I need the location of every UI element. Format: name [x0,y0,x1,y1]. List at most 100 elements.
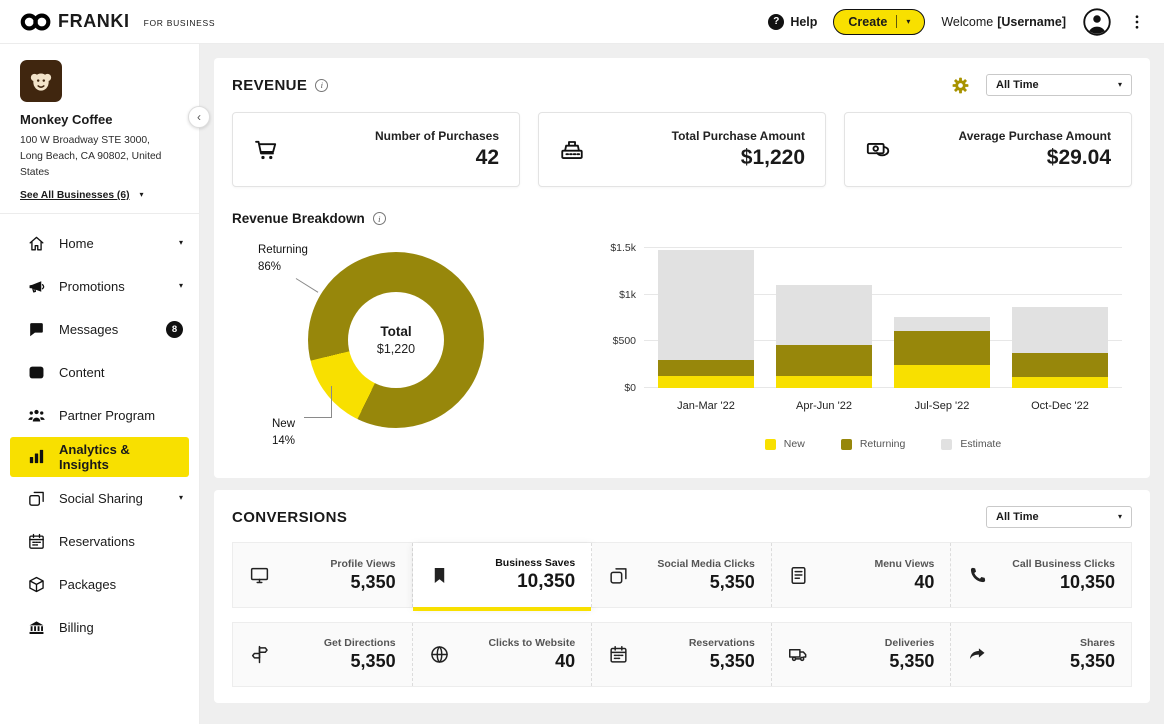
conversion-tiles-row-2: Get Directions 5,350 Clicks to Website 40 Re… [232,622,1132,687]
chart-icon [26,447,46,467]
business-card: Monkey Coffee 100 W Broadway STE 3000, L… [0,44,199,214]
truck-icon [788,644,809,665]
franki-logo[interactable]: FRANKI FOR BUSINESS [18,11,215,33]
y-axis-tick: $1k [619,288,636,301]
bar-apr-jun-22[interactable] [776,285,872,388]
sidebar: ‹ Monkey Coffee 100 W Broadway STE 3000,… [0,44,210,724]
billing-icon [26,617,46,637]
conversion-tile-profile-views[interactable]: Profile Views 5,350 [233,543,413,607]
conversion-tile-call-business-clicks[interactable]: Call Business Clicks 10,350 [951,543,1131,607]
stat-label: Total Purchase Amount [671,129,805,143]
sidebar-nav: Home ▾ Promotions ▾ Messages 8 Content Partner … [0,214,199,657]
bar-jan-mar-22[interactable] [658,249,754,388]
tile-label: Clicks to Website [488,637,576,649]
sidebar-item-packages[interactable]: Packages [0,563,199,606]
settings-gear-icon[interactable] [951,76,970,95]
bar-segment-returning [658,360,754,376]
revenue-bar-chart: $0 $500 $1k $1.5k Jan-Mar '22 Apr-Jun '22 Jul… [592,234,1132,462]
legend-swatch [941,438,953,450]
bar-oct-dec-22[interactable] [1012,306,1108,388]
sidebar-collapse-button[interactable]: ‹ [188,106,210,128]
sidebar-item-reservations[interactable]: Reservations [0,520,199,563]
stat-card-average-purchase-amount: Average Purchase Amount $29.04 [844,112,1132,187]
cart-icon [253,137,279,163]
conversion-tile-menu-views[interactable]: Menu Views 40 [771,543,952,607]
bar-segment-estimate [776,285,872,346]
sidebar-item-content[interactable]: Content [0,351,199,394]
x-axis-label: Apr-Jun '22 [796,400,852,412]
menu-icon [788,565,809,586]
tile-value: 5,350 [889,651,935,671]
tile-label: Deliveries [884,637,935,649]
unread-count-badge: 8 [166,320,183,338]
franki-logo-icon [18,11,54,33]
conversion-tile-shares[interactable]: Shares 5,350 [951,623,1131,686]
sidebar-item-label: Home [59,235,94,251]
callout-line [295,278,319,293]
button-divider [896,15,898,28]
tile-value: 5,350 [709,651,755,671]
conversion-tile-get-directions[interactable]: Get Directions 5,350 [233,623,413,686]
tile-value: 5,350 [709,571,755,592]
help-button[interactable]: ? Help [768,13,817,30]
help-icon: ? [768,13,785,30]
tile-value: 5,350 [350,651,396,671]
tile-label: Profile Views [330,557,396,570]
sidebar-item-social-sharing[interactable]: Social Sharing ▾ [0,477,199,520]
conversion-tile-deliveries[interactable]: Deliveries 5,350 [771,623,952,686]
tile-value: 5,350 [1069,651,1115,671]
conversion-tile-reservations[interactable]: Reservations 5,350 [592,623,772,686]
x-axis-label: Jan-Mar '22 [677,400,735,412]
avatar[interactable] [1082,7,1112,37]
info-icon[interactable]: i [372,212,386,225]
create-button[interactable]: Create ▾ [833,8,926,35]
x-axis-label: Jul-Sep '22 [914,400,970,412]
revenue-time-filter[interactable]: All Time ▾ [986,74,1132,96]
sidebar-item-promotions[interactable]: Promotions ▾ [0,265,199,308]
kebab-menu-icon[interactable] [1128,12,1146,32]
sidebar-item-analytics-insights[interactable]: Analytics & Insights [10,436,189,477]
y-axis-tick: $500 [612,335,636,348]
stat-value: $29.04 [1046,146,1111,169]
tile-label: Menu Views [874,557,935,570]
sidebar-item-label: Partner Program [59,407,156,423]
chart-legend: New Returning Estimate [644,438,1122,450]
money-icon [865,137,891,163]
conversion-tile-social-media-clicks[interactable]: Social Media Clicks 5,350 [592,543,772,607]
conversion-tile-clicks-to-website[interactable]: Clicks to Website 40 [412,623,593,686]
bar-segment-new [894,364,990,388]
directions-icon [249,644,270,665]
chevron-down-icon: ▾ [178,281,183,291]
see-all-businesses[interactable]: See All Businesses (6) ▾ [20,189,144,201]
donut-chart[interactable]: Total $1,220 [308,252,484,428]
conversions-time-filter[interactable]: All Time ▾ [986,506,1132,528]
chevron-down-icon: ▾ [139,190,144,200]
social-icon [26,488,46,508]
bar-segment-returning [894,331,990,365]
social-icon [608,565,629,586]
chevron-down-icon: ▾ [178,493,183,503]
sidebar-item-billing[interactable]: Billing [0,606,199,649]
bar-jul-sep-22[interactable] [894,317,990,388]
tile-label: Reservations [688,637,755,649]
sidebar-item-label: Billing [59,619,94,635]
sidebar-item-partner-program[interactable]: Partner Program [0,394,199,437]
conversions-section: CONVERSIONS All Time ▾ Profile Views 5,35… [214,490,1150,703]
bookmark-icon [429,565,450,586]
content-icon [26,362,46,382]
package-icon [26,574,46,594]
bar-segment-estimate [1012,306,1108,354]
phone-icon [967,565,988,586]
conversion-tile-business-saves[interactable]: Business Saves 10,350 [412,543,593,611]
legend-swatch [764,438,776,450]
globe-icon [429,644,450,665]
info-icon[interactable]: i [315,78,329,92]
tile-value: 5,350 [350,571,396,592]
legend-swatch [840,438,852,450]
donut-chart-block: Returning 86% Total $1,220 New 14% [232,234,592,462]
sidebar-item-home[interactable]: Home ▾ [0,222,199,265]
sidebar-item-messages[interactable]: Messages 8 [0,308,199,351]
brand-name: FRANKI [58,11,130,31]
bar-segment-estimate [658,249,754,361]
legend-item-estimate: Estimate [941,438,1001,450]
